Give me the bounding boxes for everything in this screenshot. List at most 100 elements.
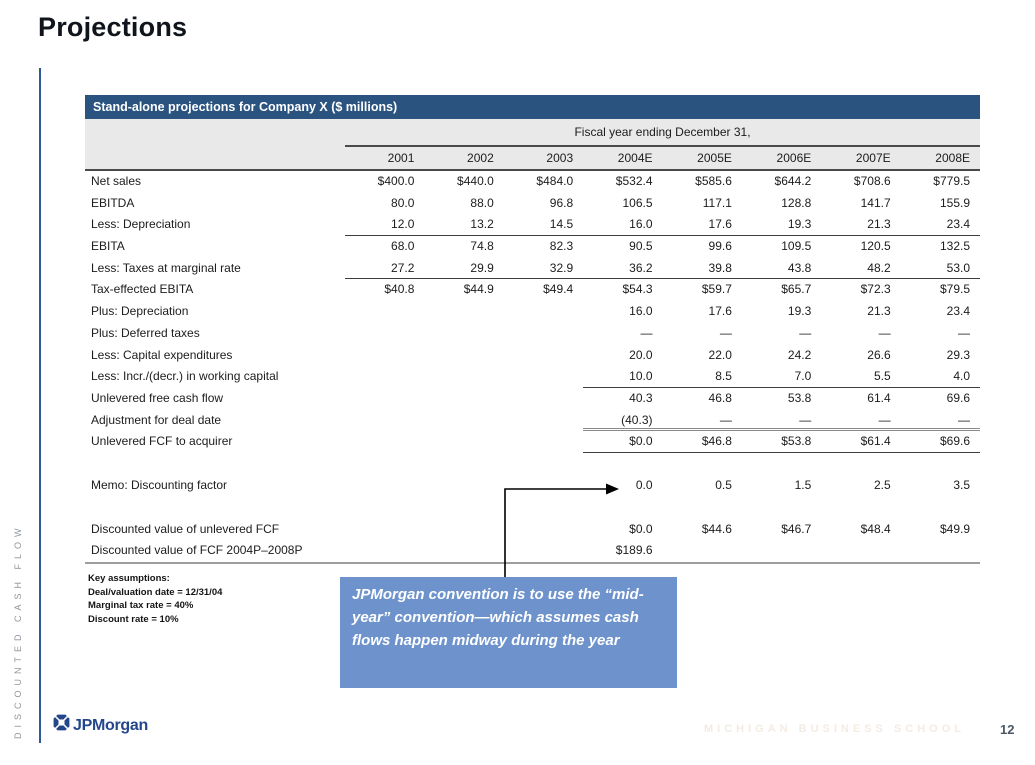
table-cell: 96.8	[549, 195, 574, 210]
table-cell: 88.0	[470, 195, 494, 210]
table-cell	[504, 475, 583, 497]
table-cell: 80.0	[391, 195, 415, 210]
row-label: Tax-effected EBITA	[91, 282, 194, 297]
table-cell: 99.6	[708, 239, 732, 254]
table-cell	[504, 519, 583, 541]
table-cell: $708.6	[853, 174, 891, 188]
table-cell: —	[640, 325, 653, 340]
table-cell: —	[958, 325, 970, 340]
table-cell	[504, 301, 583, 323]
table-cell: —	[878, 325, 891, 340]
table-cell: 10.0	[583, 366, 663, 388]
jpmorgan-wordmark: JPMorgan	[73, 716, 148, 734]
table-bottom-rule	[85, 562, 980, 564]
table-cell	[345, 301, 424, 323]
table-row: Unlevered free cash flow 40.3 46.8 53.8 61.4…	[85, 388, 980, 410]
table-cell: $585.6	[695, 174, 732, 188]
table-cell: —	[799, 325, 812, 340]
table-row: Plus: Depreciation 16.0 17.6 19.3 21.3 23.4	[85, 301, 980, 323]
table-header: Fiscal year ending December 31, 2001 2002…	[85, 119, 980, 171]
table-cell: 46.8	[708, 390, 732, 405]
table-cell: 23.4	[900, 214, 980, 237]
key-assumptions: Key assumptions: Deal/valuation date = 1…	[88, 572, 222, 626]
table-cell: 128.8	[781, 195, 812, 210]
table-cell: 106.5	[622, 195, 653, 210]
table-cell: 90.5	[629, 239, 653, 254]
table-cell	[424, 301, 503, 323]
table-cell	[345, 366, 424, 388]
sidebar-section-label: DISCOUNTED CASH FLOW	[13, 523, 23, 739]
row-label: Unlevered FCF to acquirer	[91, 434, 233, 449]
year-header-row: 2001 2002 2003 2004E 2005E 2006E 2007E 2008E	[85, 147, 980, 169]
table-row-spacer	[85, 497, 980, 519]
table-cell: —	[741, 410, 822, 432]
assumption-deal-date: Deal/valuation date = 12/31/04	[88, 586, 223, 598]
table-cell: 0.0	[635, 477, 653, 492]
table-cell: $44.6	[701, 521, 732, 536]
table-cell	[504, 540, 583, 562]
table-cell	[345, 345, 424, 367]
table-cell	[504, 431, 583, 453]
table-cell: $72.3	[860, 282, 891, 297]
table-cell: 61.4	[867, 390, 891, 405]
table-cell	[345, 519, 424, 541]
table-cell	[901, 540, 980, 562]
row-label: EBITA	[91, 239, 125, 254]
table-title: Stand-alone projections for Company X ($…	[93, 100, 398, 114]
table-cell: $49.9	[939, 521, 970, 536]
table-cell: $779.5	[933, 174, 970, 188]
row-label: Adjustment for deal date	[91, 412, 222, 427]
table-cell: —	[662, 410, 742, 432]
table-row: EBITA 68.0 74.8 82.3 90.5 99.6 109.5 120.5 132.5	[85, 236, 980, 258]
table-cell	[424, 345, 503, 367]
assumptions-title: Key assumptions:	[88, 573, 170, 584]
school-watermark: MICHIGAN BUSINESS SCHOOL	[703, 723, 965, 735]
table-cell	[663, 540, 742, 562]
table-cell: 36.2	[583, 258, 663, 280]
table-cell: 43.8	[741, 258, 822, 280]
table-cell: 7.0	[741, 366, 822, 388]
table-cell: 27.2	[345, 258, 425, 280]
table-cell: 141.7	[860, 195, 891, 210]
table-cell: 53.0	[900, 258, 980, 280]
table-row: Discounted value of unlevered FCF $0.0 $44…	[85, 519, 980, 541]
table-row: Adjustment for deal date (40.3) — — — —	[85, 410, 980, 432]
row-label: Less: Depreciation	[91, 217, 191, 232]
table-cell	[424, 431, 503, 453]
table-cell: 22.0	[708, 347, 732, 362]
table-cell	[821, 540, 900, 562]
table-cell: 19.3	[787, 304, 812, 319]
row-label: Net sales	[91, 174, 142, 188]
table-cell: $40.8	[384, 282, 415, 297]
label-column-spacer	[85, 147, 345, 169]
table-cell: 17.6	[708, 304, 732, 319]
table-cell	[345, 323, 424, 345]
year-column-header: 2007E	[855, 151, 891, 165]
table-cell: 20.0	[629, 347, 653, 362]
table-row: Net sales $400.0 $440.0 $484.0 $532.4 $585.6 $…	[85, 171, 980, 193]
table-cell: 39.8	[662, 258, 742, 280]
table-cell	[345, 388, 424, 410]
table-cell	[504, 366, 583, 388]
table-cell	[345, 475, 424, 497]
table-row: Less: Capital expenditures 20.0 22.0 24.2 26…	[85, 345, 980, 367]
table-cell: 8.5	[662, 366, 742, 388]
table-cell: 82.3	[549, 239, 574, 254]
table-cell	[424, 519, 503, 541]
table-cell: (40.3)	[583, 410, 663, 432]
table-cell	[504, 410, 583, 432]
table-cell: $44.9	[463, 282, 494, 297]
table-cell: 5.5	[821, 366, 901, 388]
row-label: Less: Incr./(decr.) in working capital	[91, 369, 279, 384]
table-title-bar: Stand-alone projections for Company X ($…	[85, 95, 980, 119]
table-cell	[424, 475, 503, 497]
table-cell: $400.0	[377, 174, 415, 188]
table-cell: $484.0	[536, 174, 574, 188]
table-cell: $59.7	[701, 282, 732, 297]
table-cell	[742, 540, 821, 562]
table-cell	[504, 388, 583, 410]
table-cell: $46.8	[662, 431, 742, 453]
table-cell: 120.5	[860, 239, 891, 254]
table-cell: 32.9	[503, 258, 584, 280]
table-cell: $54.3	[622, 282, 653, 297]
